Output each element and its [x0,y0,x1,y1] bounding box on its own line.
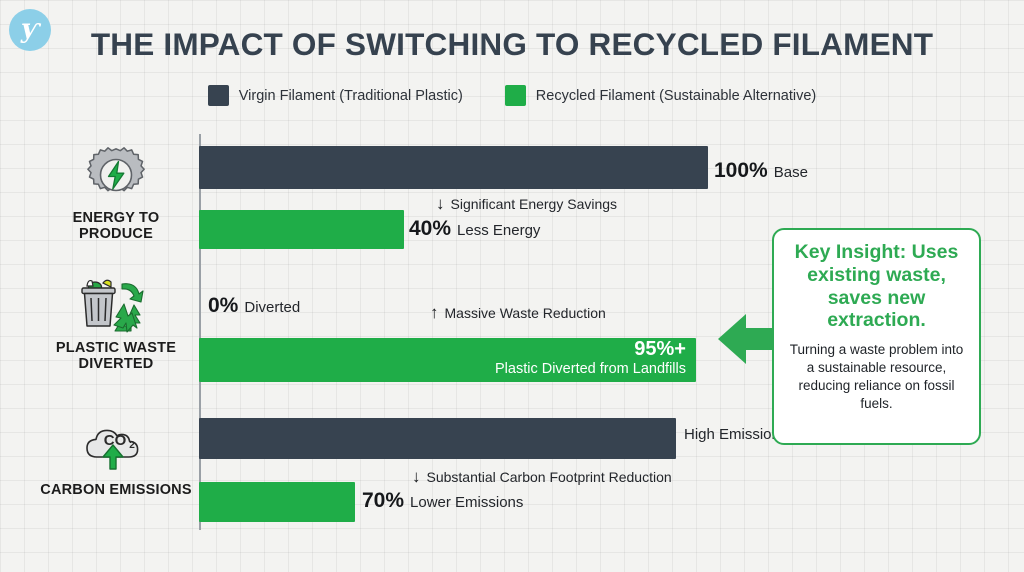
key-insight-headline: Key Insight: Uses existing waste, saves … [794,241,959,332]
bar-recycled-carbon [199,482,355,522]
key-insight-callout: Key Insight: Uses existing waste, saves … [772,228,981,445]
value-unit-recycled-waste: Plastic Diverted from Landfills [495,360,686,377]
value-number-recycled-carbon: 70% [362,489,405,512]
value-unit-virgin-waste: Diverted [244,299,301,316]
value-virgin-carbon: High Emissions [684,426,787,443]
legend-swatch-green-icon [504,85,526,106]
arrow-down-icon: ↓ [412,467,421,486]
category-energy: ENERGY TO PRODUCE [40,144,192,242]
legend-label-virgin: Virgin Filament (Traditional Plastic) [238,87,463,104]
category-label-energy: ENERGY TO PRODUCE [72,210,160,243]
delta-note-waste: ↑ Massive Waste Reduction [430,304,606,321]
chart-axis-line [199,134,201,530]
delta-text-waste: Massive Waste Reduction [444,304,606,321]
value-unit-recycled-carbon: Lower Emissions [410,494,524,511]
value-virgin-energy: 100% Base [714,159,808,183]
bar-virgin-carbon [199,418,676,459]
arrow-down-icon: ↓ [436,194,445,213]
value-recycled-carbon: 70% Lower Emissions [362,489,523,513]
chart-legend: Virgin Filament (Traditional Plastic) Re… [0,85,1024,106]
gear-lightning-icon [40,144,192,206]
bar-virgin-energy [199,146,708,189]
svg-text:2: 2 [129,440,135,451]
value-unit-recycled-energy: Less Energy [457,222,541,239]
chart-group-energy: ENERGY TO PRODUCE 100% Base ↓ Significan… [0,140,1024,252]
value-number-recycled-energy: 40% [409,217,452,240]
value-number-virgin-energy: 100% [714,159,768,182]
legend-swatch-dark-icon [207,85,229,106]
value-recycled-waste: 95%+ Plastic Diverted from Landfills [495,338,686,377]
delta-note-carbon: ↓ Substantial Carbon Footprint Reduction [412,468,672,485]
page-title: THE IMPACT OF SWITCHING TO RECYCLED FILA… [90,26,934,62]
category-waste: PLASTIC WASTE DIVERTED [40,274,192,372]
key-insight-body: Turning a waste problem into a sustainab… [789,342,964,412]
delta-note-energy: ↓ Significant Energy Savings [436,195,617,212]
value-virgin-waste: 0% Diverted [208,294,300,318]
brand-logo-glyph: ƴ [20,14,40,44]
value-unit-virgin-carbon: High Emissions [684,426,788,443]
bar-recycled-energy [199,210,404,249]
category-carbon: CO 2 CARBON EMISSIONS [40,416,192,498]
delta-text-carbon: Substantial Carbon Footprint Reduction [426,468,672,485]
value-unit-virgin-energy: Base [773,164,808,181]
category-label-carbon: CARBON EMISSIONS [40,482,192,498]
value-recycled-energy: 40% Less Energy [409,217,540,241]
legend-label-recycled: Recycled Filament (Sustainable Alternati… [535,87,817,104]
left-arrow-icon [718,314,776,364]
co2-cloud-icon: CO 2 [40,416,192,478]
chart-group-waste: PLASTIC WASTE DIVERTED 0% Diverted ↑ Mas… [0,272,1024,388]
arrow-up-icon: ↑ [430,303,439,322]
value-number-recycled-waste: 95%+ [634,338,686,361]
legend-item-recycled: Recycled Filament (Sustainable Alternati… [504,85,817,106]
delta-text-energy: Significant Energy Savings [450,195,618,212]
chart-group-carbon: CO 2 CARBON EMISSIONS High Emissions ↓ S… [0,412,1024,532]
category-label-waste: PLASTIC WASTE DIVERTED [55,340,177,373]
bar-recycled-waste: 95%+ Plastic Diverted from Landfills [199,338,696,382]
recycling-bin-icon [40,274,192,336]
legend-item-virgin: Virgin Filament (Traditional Plastic) [207,85,463,106]
brand-logo: ƴ [9,9,51,51]
value-number-virgin-waste: 0% [208,294,239,317]
svg-text:CO: CO [104,432,127,449]
